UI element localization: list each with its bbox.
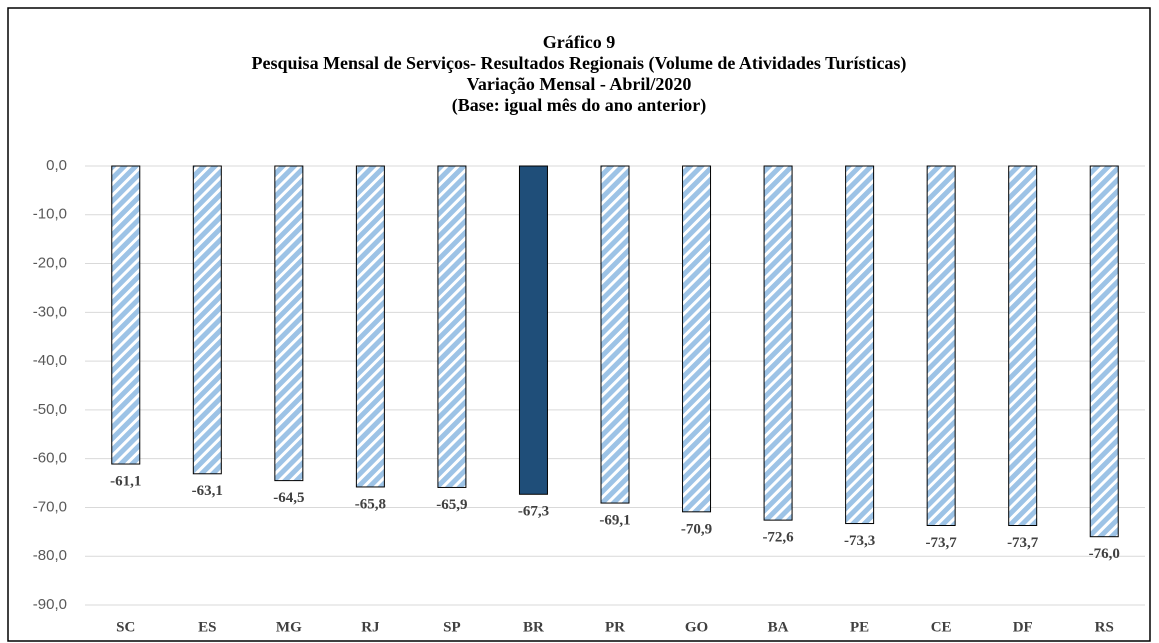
chart-subtitle: Variação Mensal - Abril/2020 — [467, 74, 692, 94]
bar — [682, 165, 712, 513]
y-tick-label: -50,0 — [33, 401, 67, 418]
x-tick-label: PE — [850, 619, 869, 635]
x-tick-label: SP — [443, 619, 461, 635]
bar — [111, 165, 141, 465]
y-tick-label: -30,0 — [33, 303, 67, 320]
bar — [1089, 165, 1119, 538]
data-label: -73,3 — [844, 533, 875, 549]
chart-subtitle: (Base: igual mês do ano anterior) — [452, 95, 706, 116]
data-label: -67,3 — [518, 504, 549, 520]
bar — [437, 165, 467, 488]
bar — [845, 165, 875, 525]
x-tick-label: MG — [276, 619, 302, 635]
bar — [763, 165, 793, 521]
y-tick-label: -70,0 — [33, 498, 67, 515]
bar — [192, 165, 222, 475]
data-label: -61,1 — [110, 473, 141, 489]
data-label: -70,9 — [681, 521, 712, 537]
y-tick-label: -90,0 — [33, 596, 67, 613]
data-label: -69,1 — [599, 512, 630, 528]
bar — [926, 165, 956, 526]
x-tick-label: BA — [768, 619, 789, 635]
data-label: -73,7 — [1007, 535, 1039, 551]
x-tick-label: DF — [1013, 619, 1033, 635]
x-tick-label: ES — [198, 619, 216, 635]
x-tick-label: RS — [1095, 619, 1114, 635]
x-tick-label: SC — [116, 619, 135, 635]
bar — [355, 165, 385, 488]
y-tick-label: -80,0 — [33, 547, 67, 564]
bar — [1008, 165, 1038, 526]
y-tick-label: 0,0 — [46, 157, 67, 174]
data-label: -63,1 — [192, 483, 223, 499]
data-label: -73,7 — [926, 535, 958, 551]
data-label: -65,8 — [355, 496, 386, 512]
bar — [600, 165, 630, 504]
y-tick-label: -20,0 — [33, 255, 67, 272]
chart-title: Gráfico 9 — [543, 32, 615, 52]
bar — [518, 165, 548, 495]
data-label: -65,9 — [436, 497, 467, 513]
x-tick-label: GO — [685, 619, 708, 635]
x-tick-label: RJ — [361, 619, 380, 635]
x-tick-label: BR — [523, 619, 544, 635]
bar — [274, 165, 304, 482]
data-label: -64,5 — [273, 490, 304, 506]
y-tick-label: -40,0 — [33, 352, 67, 369]
x-tick-label: CE — [931, 619, 952, 635]
data-label: -76,0 — [1089, 546, 1120, 562]
chart-subtitle: Pesquisa Mensal de Serviços- Resultados … — [252, 53, 907, 74]
y-tick-label: -60,0 — [33, 450, 67, 467]
y-tick-label: -10,0 — [33, 206, 67, 223]
data-label: -72,6 — [762, 530, 794, 546]
x-tick-label: PR — [605, 619, 625, 635]
